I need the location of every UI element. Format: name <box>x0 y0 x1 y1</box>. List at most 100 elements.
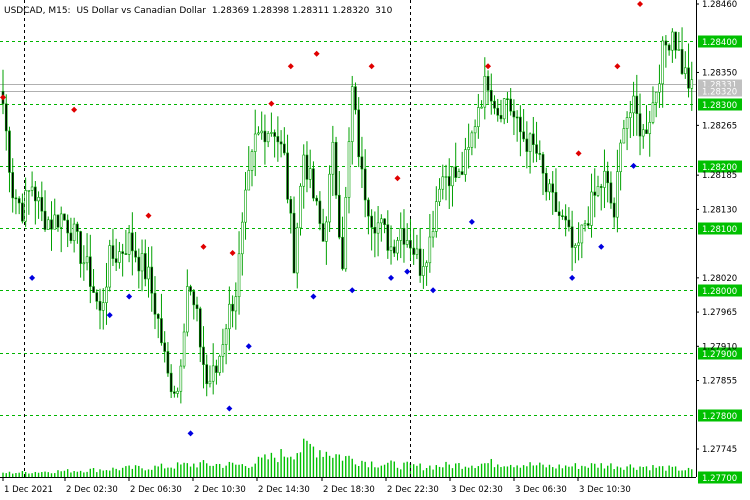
volume-bar <box>345 456 347 477</box>
candle-body <box>467 146 470 150</box>
volume-bar <box>455 463 457 477</box>
candle-body <box>360 156 364 170</box>
volume-bar <box>412 464 415 477</box>
candle-body <box>438 188 441 203</box>
fractal-up-marker <box>0 94 6 101</box>
volume-bar <box>70 472 72 477</box>
volume-bar <box>47 472 49 477</box>
fractal-down-marker <box>187 430 194 437</box>
candle-body <box>564 215 567 221</box>
volume-bar <box>131 468 134 477</box>
volume-bar <box>358 465 360 477</box>
candle-body <box>541 154 545 174</box>
volume-bar <box>471 465 473 477</box>
volume-bar <box>584 466 586 477</box>
candle-body <box>409 240 412 249</box>
candle-body <box>674 31 677 51</box>
volume-bar <box>37 472 40 477</box>
volume-bar <box>539 462 541 477</box>
time-tick-label: 3 Dec 10:30 <box>579 485 631 495</box>
volume-bar <box>244 466 247 477</box>
candle-body <box>27 189 31 192</box>
volume-bar <box>387 462 389 477</box>
candle-body <box>234 296 238 312</box>
candle-body <box>441 176 445 190</box>
volume-bar <box>432 469 434 477</box>
candle-body <box>376 222 380 234</box>
volume-bar <box>283 456 286 477</box>
candle-body <box>519 116 522 133</box>
volume-bar <box>277 462 279 477</box>
volume-bar <box>293 459 295 477</box>
candle-body <box>489 90 493 102</box>
volume-bar <box>50 473 53 477</box>
volume-bar <box>623 469 625 477</box>
volume-bar <box>487 463 489 477</box>
volume-bar <box>516 465 518 477</box>
volume-bar <box>519 467 522 477</box>
current-price-label: 1.28331 <box>702 81 737 91</box>
volume-bar <box>577 468 580 477</box>
volume-bar <box>86 471 88 477</box>
volume-bar <box>251 466 253 477</box>
volume-bar <box>44 471 46 477</box>
candle-body <box>606 170 609 184</box>
candle-body <box>506 98 509 100</box>
candle-body <box>166 351 170 374</box>
volume-bar <box>92 468 95 477</box>
candlesticks <box>1 27 694 404</box>
candle-body <box>228 303 231 330</box>
volume-bar <box>642 466 644 477</box>
level-label: 1.28300 <box>702 101 737 111</box>
candle-body <box>457 171 461 178</box>
price-axis-labels: 1.28400 1.28300 1.28200 1.28100 1.28000 1.279… <box>698 0 742 484</box>
volume-bar <box>671 466 674 477</box>
volume-bar <box>60 471 62 477</box>
candle-body <box>250 151 254 171</box>
volume-bar <box>561 468 564 477</box>
candle-body <box>299 185 302 229</box>
candle-body <box>648 122 652 134</box>
candle-body <box>344 197 348 270</box>
volume-bar <box>328 455 331 477</box>
volume-bar <box>448 464 450 477</box>
candle-body <box>283 143 286 154</box>
candle-body <box>567 219 571 228</box>
volume-bar <box>212 465 214 477</box>
fractal-down-marker <box>569 274 576 281</box>
volume-bar <box>322 456 324 477</box>
time-tick-label: 2 Dec 18:30 <box>323 485 375 495</box>
candle-body <box>260 130 263 134</box>
candle-body <box>363 168 367 201</box>
volume-bar <box>445 461 447 477</box>
candle-body <box>580 224 584 244</box>
header-description: US Dollar vs Canadian Dollar <box>76 6 206 16</box>
time-tick-label: 3 Dec 02:30 <box>451 485 503 495</box>
volume-bar <box>406 461 408 477</box>
volume-bar <box>568 466 570 477</box>
candle-body <box>460 171 464 175</box>
volume-bar <box>400 469 402 477</box>
volume-bar <box>273 457 276 477</box>
volume-bar <box>348 455 350 477</box>
candle-body <box>118 251 121 263</box>
candle-body <box>574 245 577 248</box>
volume-bar <box>458 463 460 477</box>
candle-body <box>447 176 451 187</box>
volume-bar <box>109 470 111 477</box>
volume-bar <box>335 454 337 477</box>
volume-bar <box>299 452 302 477</box>
candle-body <box>586 223 590 226</box>
volume-bar <box>500 467 502 477</box>
candle-body <box>454 166 458 178</box>
candle-body <box>357 109 361 158</box>
volume-bar <box>57 470 59 477</box>
volume-bar <box>138 465 140 477</box>
volume-bar <box>555 468 557 477</box>
level-label-bg <box>698 160 742 173</box>
candle-body <box>295 227 299 274</box>
candle-body <box>218 356 221 373</box>
volume-bar <box>451 468 454 477</box>
candle-body <box>412 247 415 255</box>
